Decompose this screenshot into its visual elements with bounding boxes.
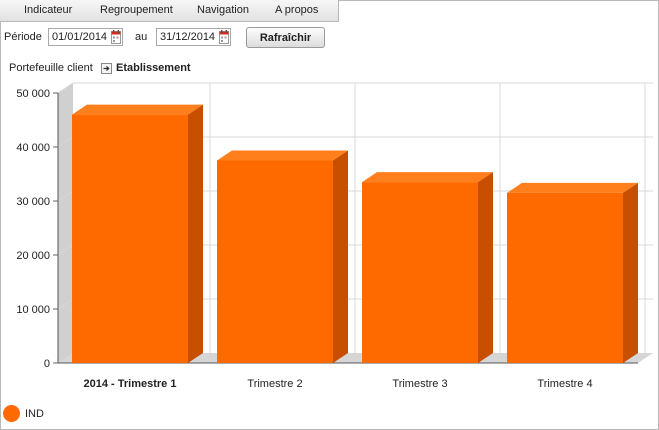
- start-calendar-icon[interactable]: [111, 30, 121, 44]
- breadcrumb-root[interactable]: Portefeuille client: [9, 62, 93, 74]
- y-tick-label: 10 000: [16, 304, 50, 316]
- menu-item-navigation[interactable]: Navigation: [197, 4, 249, 16]
- bar-side: [188, 104, 203, 363]
- y-gridline-side: [57, 136, 74, 148]
- bar: [362, 182, 478, 363]
- bar-side: [333, 150, 348, 363]
- bar: [217, 160, 333, 363]
- y-tick-label: 40 000: [16, 142, 50, 154]
- bar-side: [478, 172, 493, 363]
- bar-top: [507, 182, 638, 193]
- bar: [507, 192, 623, 363]
- end-date-input[interactable]: [156, 28, 231, 46]
- y-tick-label: 50 000: [16, 88, 50, 100]
- period-label: Période: [4, 31, 42, 43]
- x-tick-label: Trimestre 2: [247, 378, 302, 390]
- period-separator: au: [135, 31, 148, 43]
- y-gridline-side: [57, 82, 74, 94]
- menu-item-indicateur[interactable]: Indicateur: [24, 4, 73, 16]
- menu-item-a-propos[interactable]: A propos: [275, 4, 319, 16]
- menu-item-regroupement[interactable]: Regroupement: [100, 4, 173, 16]
- bar-side: [623, 182, 638, 363]
- x-tick-label: Trimestre 4: [537, 378, 592, 390]
- chart-floor: [58, 353, 653, 363]
- y-gridline-side: [57, 244, 74, 256]
- y-gridline-side: [57, 190, 74, 202]
- drill-down-arrow-icon[interactable]: [101, 63, 112, 74]
- menu-bar: Indicateur Regroupement Navigation A pro…: [0, 0, 339, 22]
- breadcrumb-current: Etablissement: [116, 62, 191, 74]
- bar-top: [362, 172, 493, 183]
- bar-top: [72, 104, 203, 115]
- legend-swatch[interactable]: [3, 405, 20, 422]
- y-tick-label: 0: [44, 358, 50, 370]
- legend-label[interactable]: IND: [25, 408, 44, 420]
- chart-left-wall: [58, 83, 73, 363]
- y-gridline-side: [57, 298, 74, 310]
- end-calendar-icon[interactable]: [219, 30, 229, 44]
- bar-top: [217, 150, 348, 161]
- y-tick-label: 30 000: [16, 196, 50, 208]
- refresh-button[interactable]: Rafraîchir: [246, 27, 325, 48]
- x-tick-label: 2014 - Trimestre 1: [84, 378, 177, 390]
- y-tick-label: 20 000: [16, 250, 50, 262]
- bar: [72, 114, 188, 363]
- x-tick-label: Trimestre 3: [392, 378, 447, 390]
- period-selector: Période au Rafraîchir: [0, 27, 659, 49]
- start-date-input[interactable]: [48, 28, 123, 46]
